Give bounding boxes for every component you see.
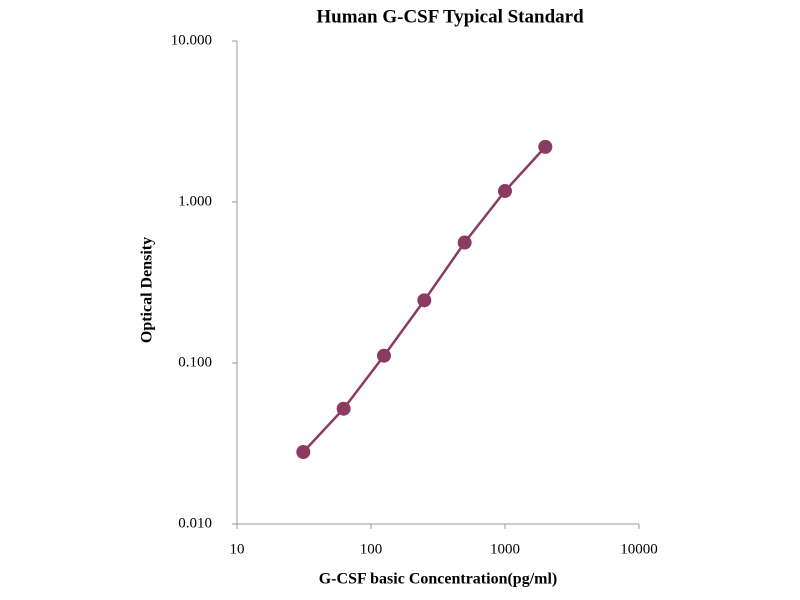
x-tick-label: 100 (360, 541, 383, 557)
y-axis-label: Optical Density (139, 237, 156, 343)
data-point (538, 139, 553, 154)
data-point (457, 235, 472, 250)
y-tick-label: 1.000 (178, 193, 212, 209)
y-tick-label: 0.010 (178, 515, 212, 531)
x-tick-label: 10 (230, 541, 245, 557)
data-point (296, 445, 311, 460)
data-point (498, 184, 512, 199)
data-point (376, 348, 391, 363)
y-tick-label: 10.000 (171, 32, 212, 48)
y-tick-label: 0.100 (178, 354, 212, 370)
x-tick-label: 10000 (620, 541, 658, 557)
x-axis-label: G-CSF basic Concentration(pg/ml) (319, 571, 558, 588)
chart-title: Human G-CSF Typical Standard (316, 6, 584, 27)
data-point (417, 293, 432, 308)
data-point (336, 401, 351, 416)
x-tick-label: 1000 (490, 541, 520, 557)
